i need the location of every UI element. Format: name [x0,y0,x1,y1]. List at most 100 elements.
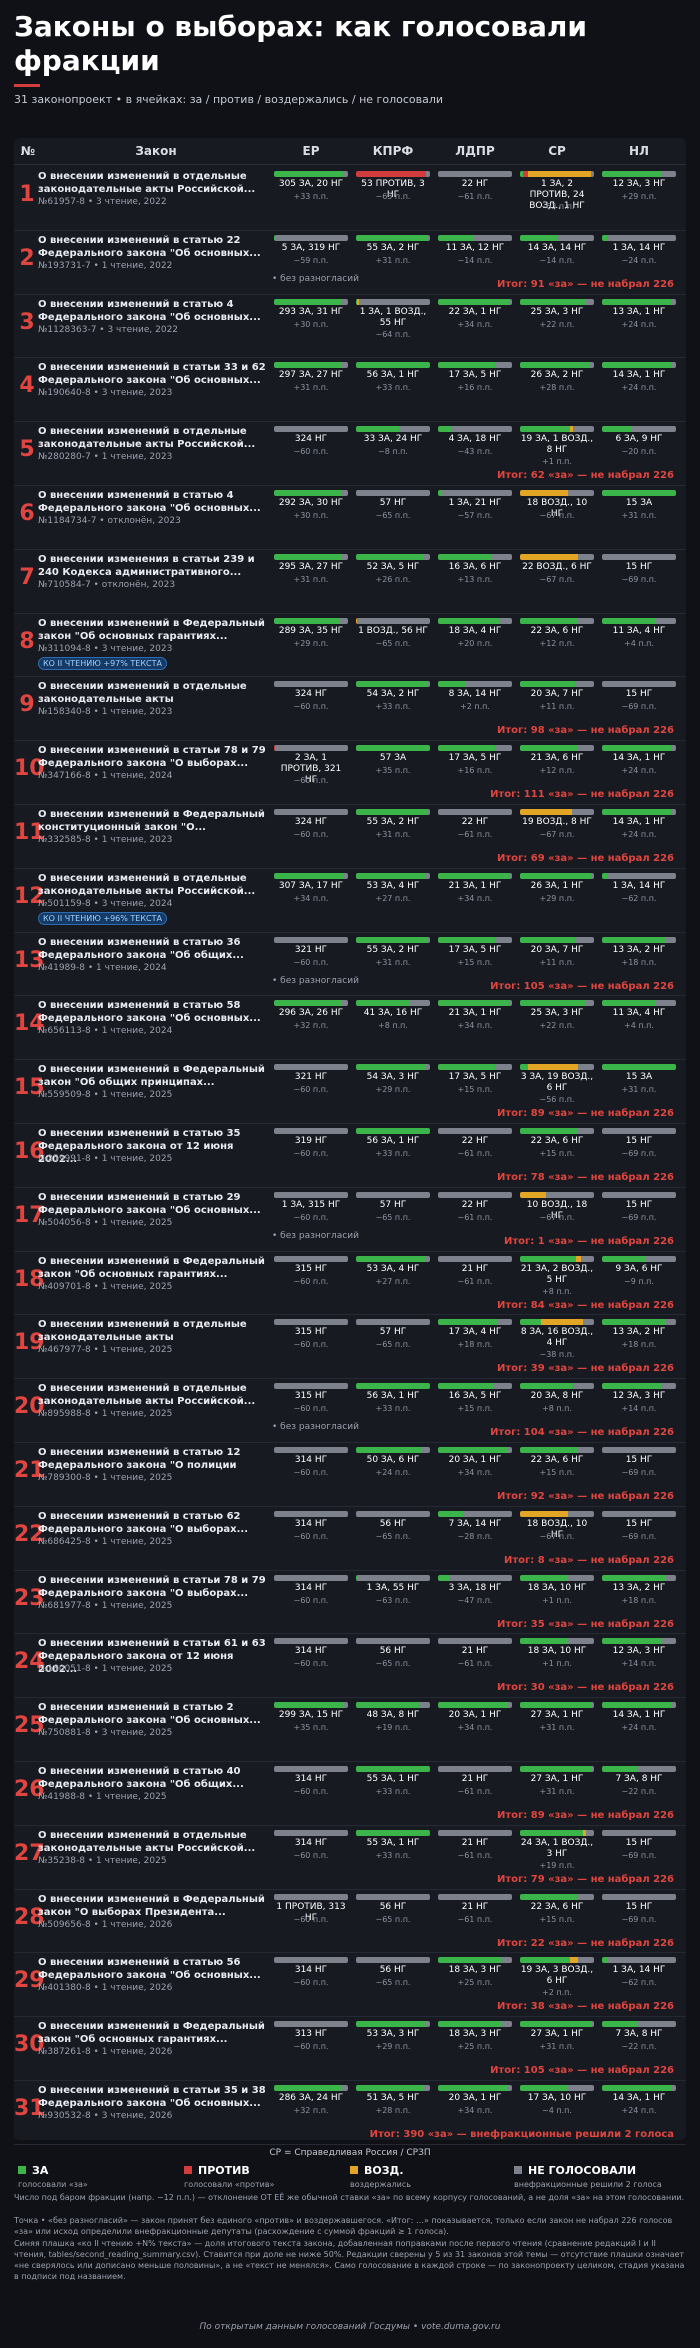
vote-segment-ne [602,553,676,560]
table-row: 23 О внесении изменений в статьи 78 и 79 … [14,1570,686,1635]
table-row: 22 О внесении изменений в статью 62 Федер… [14,1506,686,1571]
vote-label: 12 ЗА, 3 НГ [612,1646,666,1657]
vote-label: 55 ЗА, 1 НГ [366,1774,420,1784]
law-meta: №332585-8 • 1 чтение, 2023 [38,835,173,845]
vote-label: 324 НГ [294,434,328,445]
vote-label: 19 ЗА, 1 ВОЗД., 8 НГ [520,434,594,456]
vote-label: 26 ЗА, 2 НГ [530,370,584,381]
deviation-label: +29 п.п. [375,1085,411,1095]
vote-label: 292 ЗА, 30 НГ [278,498,344,508]
vote-label: 20 ЗА, 7 НГ [530,689,584,700]
law-title: О внесении изменений в отдельные законод… [38,1383,256,1408]
vote-segment-za [274,234,276,241]
vote-segment-za [602,2021,637,2028]
vote-segment-ne [398,426,430,433]
no-disagreement-note: • без разногласий [272,1230,359,1241]
vote-segment-za [274,553,342,560]
deviation-label: −43 п.п. [457,447,493,457]
vote-label: 22 НГ [461,1136,489,1146]
vote-label: 21 ЗА, 6 НГ [530,753,584,764]
deviation-label: +31 п.п. [621,511,657,520]
vote-label: 55 ЗА, 2 НГ [366,817,420,827]
vote-bar-kprf [356,1255,430,1262]
deviation-label: +16 п.п. [457,766,493,776]
deviation-label: +18 п.п. [621,1595,657,1605]
col-header-er: ЕР [302,144,320,158]
law-title: О внесении изменений в отдельные законод… [38,1829,256,1854]
deviation-label: +18 п.п. [457,1340,493,1350]
vote-bar-kprf [356,1064,430,1071]
deviation-label: −61 п.п. [457,192,493,201]
vote-segment-ne [631,426,676,433]
result-note: Итог: 69 «за» — не набрал 226 [497,853,674,864]
vote-bar-sr [520,1255,594,1262]
vote-segment-ne [606,872,676,879]
vote-bar-er [274,1702,348,1709]
col-header-sr: СР [548,144,566,158]
vote-label: 6 ЗА, 9 НГ [615,434,663,445]
vote-label: 314 НГ [294,1965,328,1976]
vote-bar-nl [602,234,676,241]
vote-segment-za [356,362,429,369]
vote-bar-ldpr [438,171,512,177]
vote-label: 324 НГ [294,689,328,700]
vote-bar-er [274,1319,348,1326]
deviation-label: +15 п.п. [457,1404,493,1414]
deviation-label: +19 п.п. [539,1860,575,1870]
vote-segment-ne [356,1319,430,1326]
vote-segment-vozd [541,1319,584,1326]
vote-segment-za [520,1574,568,1581]
vote-label: 57 НГ [379,1327,407,1338]
no-disagreement-note: • без разногласий [272,273,359,284]
deviation-label: +11 п.п. [539,702,575,712]
vote-label: 25 ЗА, 3 НГ [530,306,584,317]
vote-bar-nl [602,2085,676,2091]
vote-label: 55 ЗА, 1 НГ [366,1837,420,1848]
table-row: 10 О внесении изменений в статьи 78 и 79 … [14,740,686,805]
vote-label: 314 НГ [294,1837,328,1848]
vote-bar-nl [602,298,676,305]
vote-segment-ne [340,298,348,305]
law-title: О внесении изменений в статьи 78 и 79 Фе… [38,745,266,770]
vote-segment-za [520,234,557,241]
law-meta: №180051-8 • 1 чтение, 2025 [38,1664,173,1675]
vote-segment-za [438,2021,502,2028]
deviation-label: −69 п.п. [621,1149,657,1158]
legend-swatch-ne [514,2166,522,2174]
deviation-label: +35 п.п. [375,766,411,776]
vote-segment-ne [426,1064,430,1071]
vote-label: 15 НГ [625,1837,653,1848]
law-title: О внесении изменений в статьи 35 и 38 Фе… [38,2085,266,2109]
vote-segment-ne [427,936,430,943]
vote-label: 305 ЗА, 20 НГ [278,179,344,189]
vote-segment-za [356,2021,427,2028]
vote-label: 56 ЗА, 1 НГ [366,370,420,381]
vote-segment-za [602,936,667,943]
legend-desc-ne: внефракционные решили 2 голоса [514,2180,662,2189]
law-title: О внесении изменений в отдельные законод… [38,426,256,451]
vote-label: 15 ЗА [625,498,653,508]
vote-segment-ne [578,553,594,560]
vote-segment-za [520,1128,579,1134]
vote-segment-za [438,298,509,305]
vote-bar-sr [520,1000,594,1007]
vote-segment-ne [357,617,430,624]
row-number: 1 [19,182,35,207]
law-meta: №347166-8 • 1 чтение, 2024 [38,771,173,782]
deviation-label: −38 п.п. [539,1350,575,1360]
law-meta: №158340-8 • 1 чтение, 2023 [38,707,173,718]
deviation-label: +24 п.п. [621,830,657,839]
table-row: 17 О внесении изменений в статью 29 Федер… [14,1187,686,1252]
vote-segment-za [274,1000,343,1007]
vote-segment-ne [578,617,594,624]
table-row: 26 О внесении изменений в статью 40 Федер… [14,1761,686,1826]
deviation-label: −60 п.п. [293,1468,329,1477]
deviation-label: +19 п.п. [375,1723,411,1733]
deviation-label: −65 п.п. [375,1340,411,1350]
vote-segment-ne [508,1447,512,1453]
vote-bar-sr [520,617,594,624]
deviation-label: +18 п.п. [621,1340,657,1350]
deviation-label: +31 п.п. [539,1723,575,1733]
